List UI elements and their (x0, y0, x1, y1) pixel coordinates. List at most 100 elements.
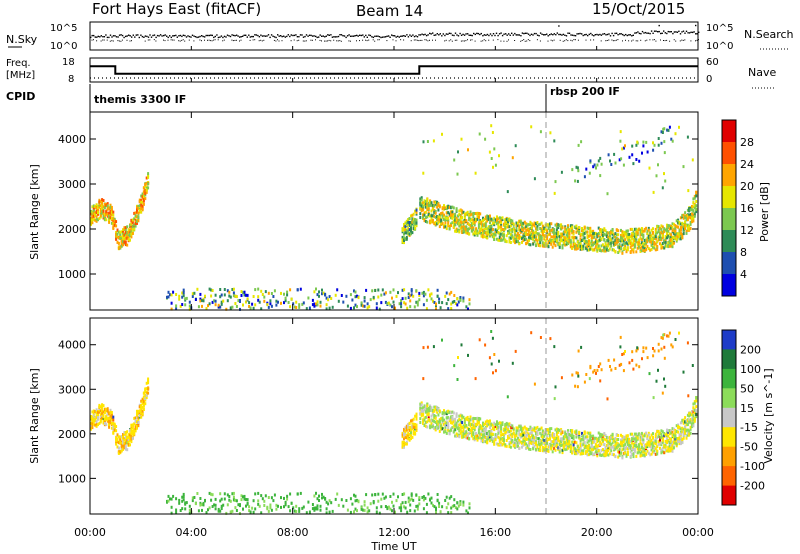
nsky-point (421, 33, 423, 35)
nsky-point (509, 34, 511, 36)
power-cell (407, 228, 410, 232)
velocity-cell (494, 438, 497, 442)
velocity-cell (131, 436, 134, 440)
velocity-cell (459, 431, 462, 435)
nsearch-point (254, 39, 256, 41)
power-cell (486, 219, 489, 223)
velocity-cell (414, 431, 417, 435)
velocity-cell (473, 428, 476, 432)
power-cell (568, 236, 571, 240)
velocity-cell (593, 436, 596, 440)
velocity-cell (533, 436, 536, 440)
power-cell (617, 239, 620, 243)
velocity-cell (541, 446, 544, 449)
power-cell (113, 219, 116, 223)
power-cell (130, 219, 133, 223)
power-cell (486, 234, 489, 238)
power-cell (615, 241, 618, 245)
nsky-point (324, 36, 326, 38)
power-cell (179, 304, 182, 308)
power-cell (182, 294, 185, 298)
date-label: 15/Oct/2015 (592, 0, 685, 18)
velocity-cell (427, 416, 430, 420)
velocity-cell (537, 437, 540, 441)
nsky-point (90, 36, 92, 39)
power-cell (504, 238, 507, 242)
power-cell (220, 293, 223, 297)
power-cell (530, 234, 533, 238)
power-cell (537, 234, 540, 237)
power-cell (516, 232, 519, 235)
nsearch-point (577, 39, 579, 41)
power-cell (600, 249, 603, 253)
power-cell (640, 238, 643, 242)
velocity-cell (501, 438, 504, 442)
power-cell (484, 137, 487, 141)
velocity-cell (450, 428, 452, 432)
power-cell (217, 303, 220, 307)
power-cell (548, 222, 551, 226)
power-cell (636, 241, 639, 245)
velocity-cell (550, 433, 553, 437)
velocity-cell (411, 422, 414, 426)
velocity-cell (562, 440, 565, 444)
velocity-cell (112, 431, 115, 435)
velocity-cell (575, 452, 578, 456)
power-cell (657, 225, 660, 229)
power-cell (235, 305, 238, 308)
velocity-cell (586, 435, 589, 439)
power-cell (438, 215, 441, 219)
power-cell (530, 226, 533, 229)
velocity-cell (448, 417, 451, 421)
power-cell (507, 230, 510, 234)
velocity-cell (515, 439, 518, 442)
power-cell (603, 246, 606, 250)
power-cell (599, 228, 602, 231)
nsky-point (693, 31, 695, 33)
power-cell (518, 236, 521, 240)
power-cell (593, 163, 596, 167)
power-cell (608, 234, 611, 238)
power-cell (124, 240, 127, 244)
nsky-point (197, 36, 200, 38)
power-cell (498, 225, 501, 229)
power-cell (453, 300, 456, 303)
nsky-point (395, 36, 397, 38)
velocity-cell (518, 429, 521, 433)
power-cell (600, 244, 603, 248)
power-cell (604, 246, 607, 250)
nsky-point (430, 33, 432, 35)
velocity-cell (433, 414, 436, 417)
power-cell (439, 306, 442, 310)
velocity-cell (469, 424, 472, 428)
velocity-cell (508, 430, 511, 434)
nsearch-point (552, 40, 554, 42)
power-cell (695, 194, 698, 198)
power-cell (613, 152, 616, 156)
velocity-cell (131, 423, 134, 427)
velocity-cell (501, 432, 504, 436)
power-cell (672, 222, 675, 226)
velocity-cell (523, 437, 526, 440)
nsky-point (410, 35, 413, 37)
power-cell (444, 225, 447, 229)
power-cell (470, 229, 473, 233)
power-cell (430, 209, 433, 213)
velocity-cell (98, 410, 101, 414)
power-cell (667, 244, 670, 247)
nsky-point (617, 34, 619, 36)
velocity-cell (558, 428, 561, 432)
power-cell (592, 165, 595, 169)
nsearch-point (91, 39, 93, 41)
power-cell (196, 287, 199, 291)
velocity-cell (560, 440, 563, 443)
velocity-cell (544, 432, 547, 436)
power-cell (468, 302, 471, 306)
power-cell (222, 299, 225, 303)
velocity-cell (141, 400, 144, 404)
nsearch-point (536, 39, 538, 41)
power-cell (232, 287, 235, 291)
power-cell (403, 241, 405, 245)
power-cell (434, 211, 437, 215)
nsky-point (476, 32, 478, 35)
